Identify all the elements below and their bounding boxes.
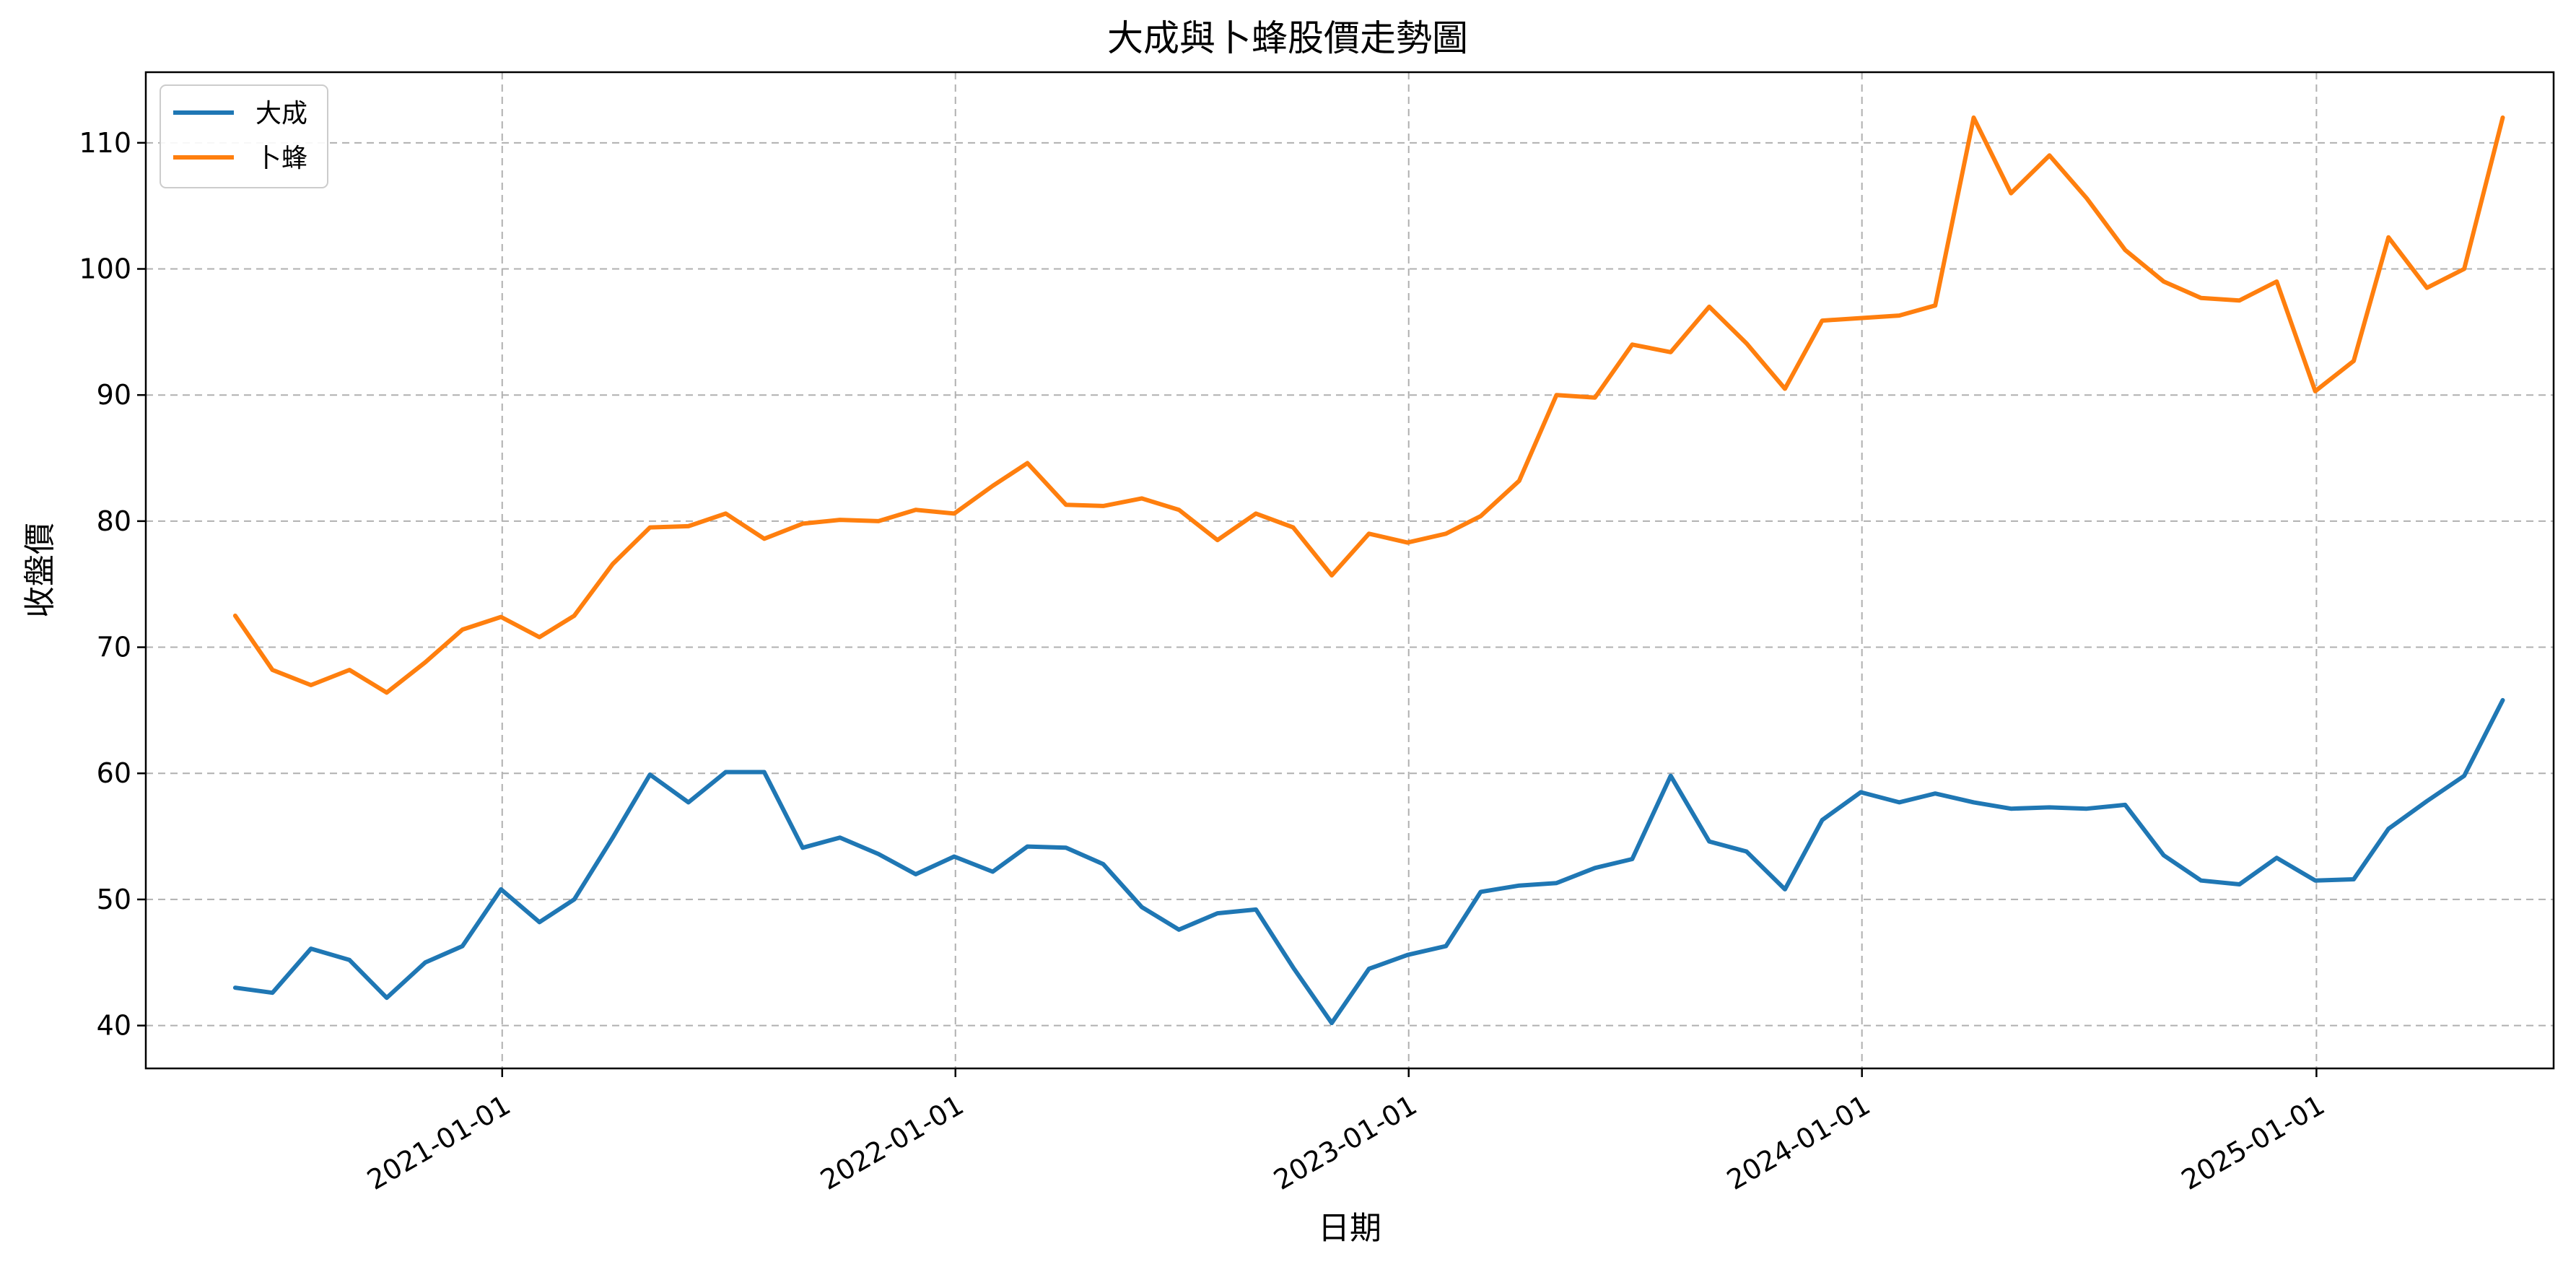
chart-title: 大成與卜蜂股價走勢圖 bbox=[1107, 17, 1468, 59]
y-tick-label: 100 bbox=[79, 253, 131, 285]
y-tick-label: 40 bbox=[97, 1010, 131, 1042]
y-tick-label: 50 bbox=[97, 884, 131, 915]
series-layer bbox=[232, 115, 2505, 1026]
legend: 大成 卜蜂 bbox=[160, 84, 328, 188]
x-axis-label: 日期 bbox=[1318, 1210, 1381, 1247]
y-tick-label: 70 bbox=[97, 632, 131, 663]
legend-label-dacheng: 大成 bbox=[256, 99, 307, 128]
y-axis-label: 收盤價 bbox=[22, 523, 58, 618]
plot-frame bbox=[144, 71, 2555, 1070]
legend-label-bufeng: 卜蜂 bbox=[256, 144, 307, 173]
y-tick-label: 60 bbox=[97, 757, 131, 789]
y-tick-label: 90 bbox=[97, 379, 131, 411]
series-line-dacheng bbox=[232, 697, 2505, 1026]
y-tick-label: 110 bbox=[79, 127, 131, 159]
series-line-bufeng bbox=[232, 115, 2505, 695]
y-tick-label: 80 bbox=[97, 505, 131, 537]
grid-layer bbox=[146, 72, 2554, 1068]
